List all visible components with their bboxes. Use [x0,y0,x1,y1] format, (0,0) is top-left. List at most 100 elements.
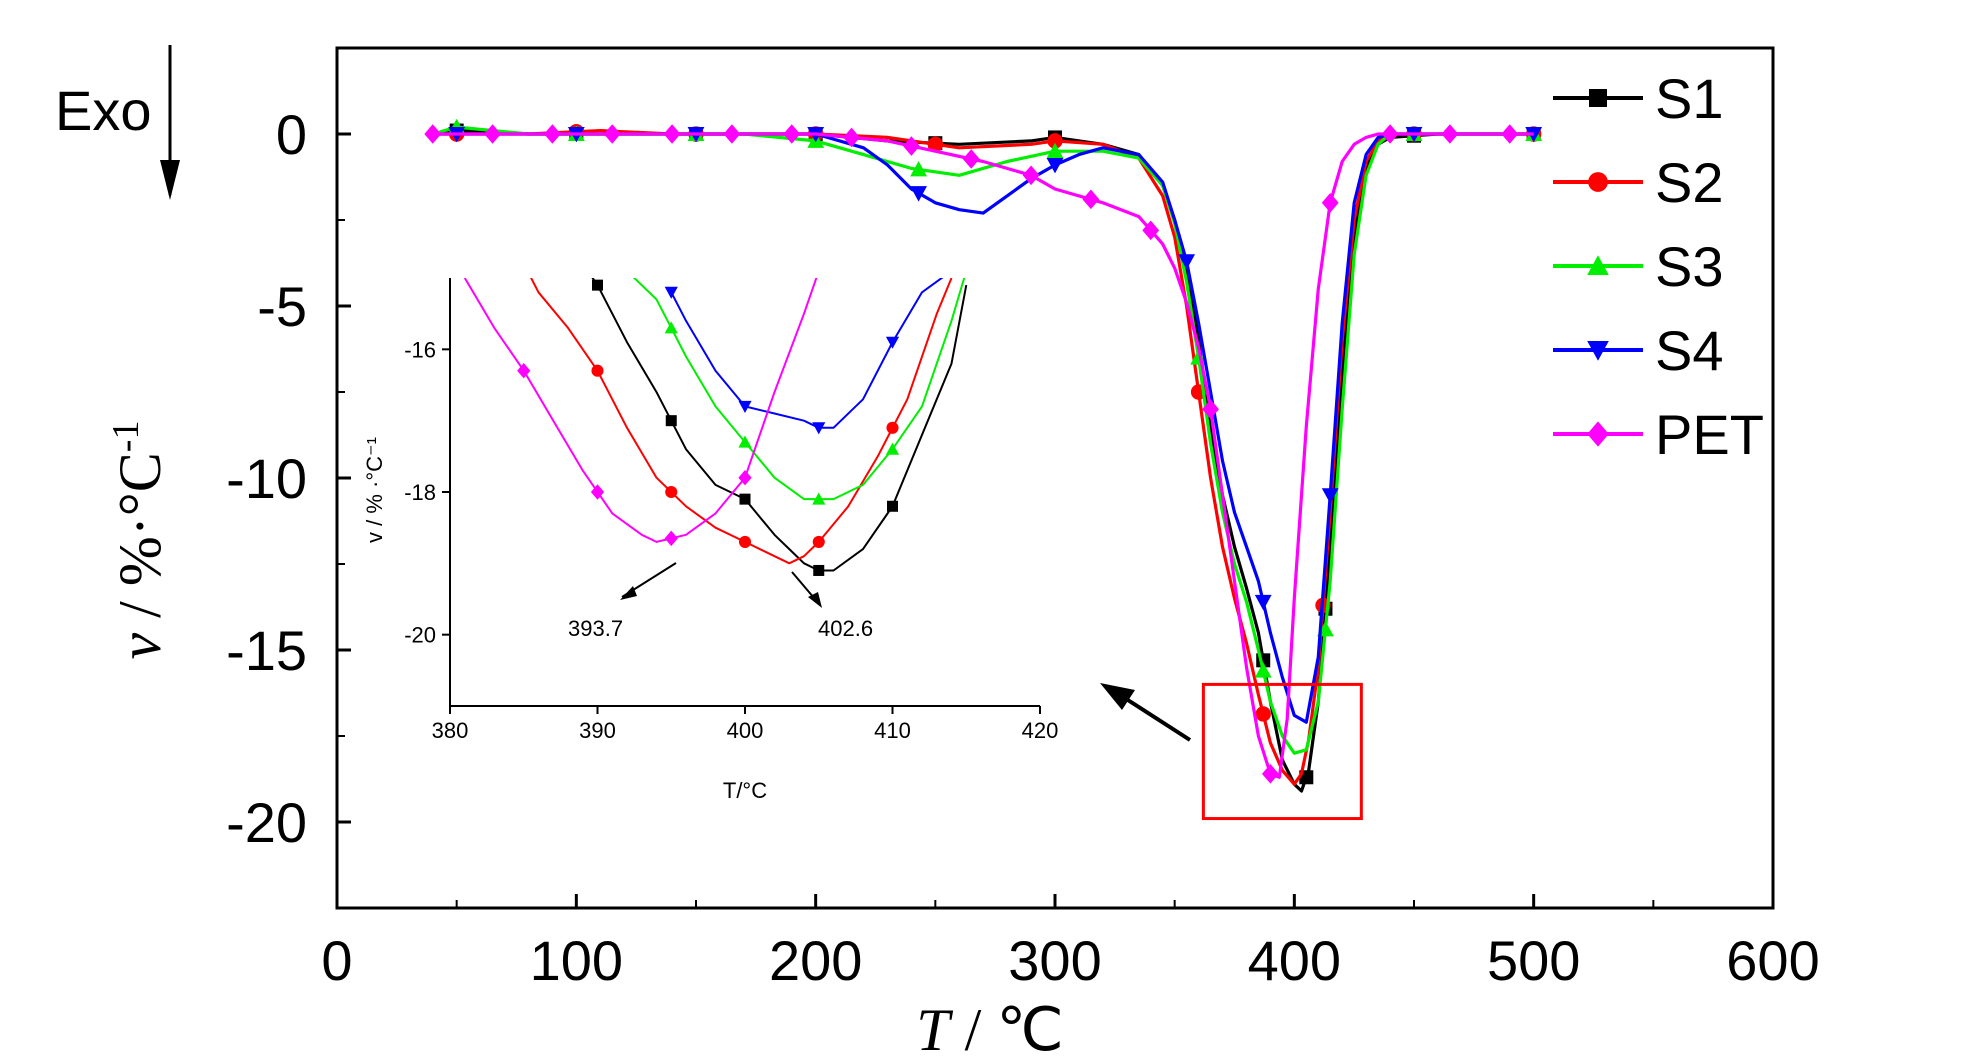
x-tick-label: 400 [1248,929,1341,992]
inset-point-pet [517,363,531,379]
inset-annot-label-2: 402.6 [818,616,873,641]
legend-label-pet: PET [1655,403,1764,466]
inset-y-tick-label: -18 [404,480,436,505]
legend-item-s1: S1 [1553,67,1724,130]
main-point-pet [603,124,621,144]
main-point-pet [424,124,442,144]
inset-x-tick-label: 400 [727,718,764,743]
legend-label-s4: S4 [1655,319,1724,382]
exo-label: Exo [55,79,152,142]
y-unit-sup: -1 [105,421,147,453]
inset-point-s2 [738,535,752,548]
x-tick-label: 600 [1726,929,1819,992]
inset-point-s2 [591,364,604,377]
main-point-s4 [1046,157,1064,174]
legend-item-s2: S2 [1553,151,1724,214]
inset-point-s3 [812,492,826,505]
inset-point-s1 [665,415,677,427]
inset-series-s1 [591,278,968,576]
x-tick-label: 100 [530,929,623,992]
main-point-pet [663,124,681,144]
legend-item-s3: S3 [1553,235,1724,298]
inset-x-tick-label: 410 [874,718,911,743]
inset-point-s1 [813,564,825,576]
inset-point-s2 [812,535,825,548]
main-point-pet [1082,189,1100,210]
inset-point-pet [738,470,752,486]
main-point-pet [484,124,501,144]
legend: S1 S2 S3 S4 PET [1553,67,1764,466]
legend-item-s4: S4 [1553,319,1724,382]
inset-point-s4 [812,422,826,435]
main-point-pet [1381,124,1399,144]
inset-y-tick-label: -20 [404,623,436,648]
exo-indicator: Exo [55,45,180,200]
y-tick-label: -10 [226,447,307,510]
main-point-pet [783,124,801,144]
x-var: T [916,997,953,1062]
main-point-pet [843,127,860,148]
inset-point-pet [664,530,678,547]
legend-marker-s3 [1587,255,1609,275]
main-series-pet [424,124,1534,784]
x-tick-label: 200 [769,929,862,992]
main-series-group [424,118,1543,793]
inset-x-tick-label: 420 [1022,718,1059,743]
y-tick-label: -15 [226,619,307,682]
exo-arrow-head [160,160,180,200]
inset-line-s1 [591,278,968,572]
legend-marker-pet [1587,421,1609,447]
inset-point-s3 [664,321,678,334]
inset-series-s2 [530,278,953,565]
inset-annot-arrowhead-1 [620,586,637,600]
main-point-pet [544,124,561,144]
main-x-axis-title: T / ℃ [916,997,1063,1062]
main-point-pet [1022,165,1040,186]
main-point-pet [1142,220,1160,241]
main-line-pet [432,132,1534,779]
legend-marker-s2 [1588,172,1608,192]
y-tick-label: -5 [257,275,307,338]
inset-point-s3 [885,442,900,455]
main-axis-ticks: 0 100 200 300 400 500 600 0 -5 -10 -15 -20 [226,47,1820,992]
main-point-s4 [1254,594,1272,611]
main-point-s4 [1321,488,1339,504]
inset-point-s4 [738,400,752,413]
inset-point-s2 [886,421,899,434]
inset-line-s4 [670,278,944,429]
main-point-s3 [1254,662,1272,678]
main-point-pet [1202,399,1219,419]
inset-point-s4 [885,336,900,349]
inset-line-s2 [530,278,953,565]
inset-x-tick-label: 380 [432,718,469,743]
legend-label-s1: S1 [1655,67,1724,130]
inset-point-s1 [592,279,603,291]
inset-annot-arrowhead-2 [808,592,822,608]
legend-item-pet: PET [1553,403,1764,466]
main-point-s2 [1255,706,1271,722]
main-line-s4 [432,132,1534,724]
inset-y-axis-title: v / % ·°C⁻¹ [362,437,387,543]
main-point-pet [1441,124,1459,144]
main-y-axis-title: v / %·°C-1 [105,421,173,660]
inset-series-group [463,278,968,576]
y-var: v [107,632,173,659]
main-point-pet [723,124,741,144]
y-tick-label: 0 [276,103,307,166]
x-unit: / ℃ [950,997,1064,1062]
inset-point-s1 [887,500,898,512]
inset-series-s4 [664,278,944,435]
main-point-s3 [910,161,927,177]
y-tick-label: -20 [226,791,307,854]
inset-point-pet [590,484,605,500]
inset-y-tick-label: -16 [404,337,436,362]
x-tick-label: 0 [321,929,352,992]
inset-point-s3 [738,435,752,448]
main-point-pet [1262,764,1279,784]
inset-series-s3 [632,278,966,505]
legend-label-s2: S2 [1655,151,1724,214]
inset-line-pet [463,278,818,543]
x-tick-label: 500 [1487,929,1580,992]
